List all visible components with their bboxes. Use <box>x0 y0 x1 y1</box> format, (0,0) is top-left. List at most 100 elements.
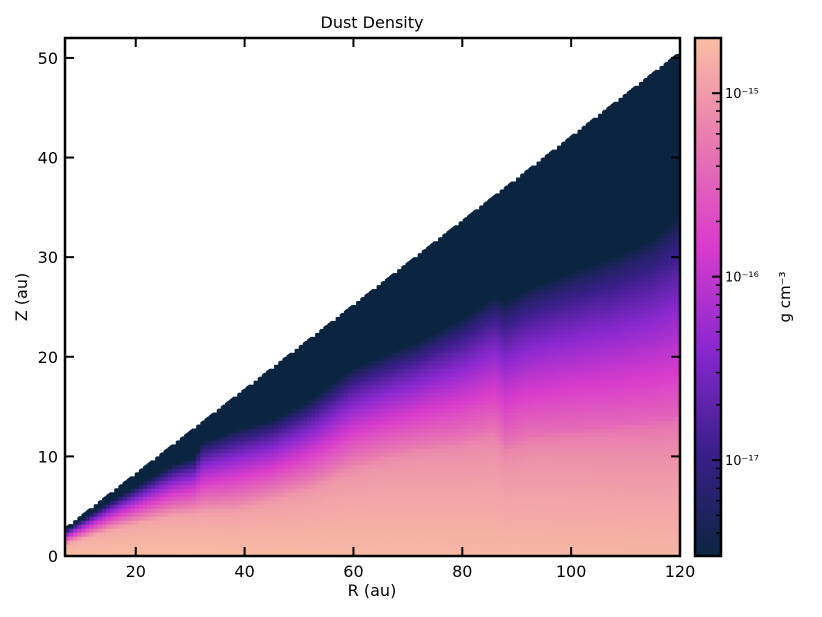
heatmap-cell <box>466 380 472 386</box>
heatmap-cell <box>294 472 300 477</box>
heatmap-cell <box>339 540 345 545</box>
heatmap-cell <box>405 448 410 453</box>
heatmap-cell <box>224 508 230 513</box>
heatmap-cell <box>409 548 415 553</box>
heatmap-cell <box>216 452 222 457</box>
heatmap-cell <box>380 304 386 310</box>
heatmap-cell <box>479 340 484 346</box>
heatmap-cell <box>142 496 148 501</box>
heatmap-cell <box>347 480 353 485</box>
heatmap-cell <box>442 293 447 298</box>
heatmap-cell <box>257 520 263 525</box>
heatmap-cell <box>409 308 415 314</box>
heatmap-cell <box>159 464 164 469</box>
heatmap-cell <box>393 436 398 442</box>
heatmap-cell <box>462 304 468 310</box>
heatmap-cell <box>397 440 402 446</box>
heatmap-cell <box>397 344 402 350</box>
heatmap-cell <box>376 328 382 334</box>
heatmap-cell <box>421 484 427 489</box>
heatmap-cell <box>167 516 173 521</box>
heatmap-cell <box>97 528 103 533</box>
heatmap-cell <box>77 548 82 553</box>
heatmap-cell <box>200 420 205 426</box>
heatmap-cell <box>290 472 296 477</box>
heatmap-cell <box>347 356 353 362</box>
heatmap-cell <box>352 544 357 549</box>
heatmap-cell <box>470 281 476 286</box>
heatmap-cell <box>388 392 394 398</box>
heatmap-cell <box>257 380 263 386</box>
heatmap-cell <box>483 472 488 477</box>
heatmap-cell <box>434 249 439 254</box>
heatmap-cell <box>356 552 361 556</box>
heatmap-cell <box>401 328 406 334</box>
heatmap-cell <box>368 540 374 545</box>
heatmap-cell <box>347 504 353 509</box>
heatmap-cell <box>315 444 320 450</box>
heatmap-cell <box>208 496 214 501</box>
heatmap-cell <box>212 484 218 489</box>
heatmap-cell <box>286 420 292 426</box>
heatmap-cell <box>224 428 230 434</box>
heatmap-cell <box>429 304 435 310</box>
heatmap-cell <box>192 480 197 485</box>
heatmap-cell <box>352 520 357 525</box>
heatmap-cell <box>405 384 410 390</box>
heatmap-cell <box>364 400 369 406</box>
heatmap-cell <box>323 356 328 362</box>
heatmap-cell <box>294 408 300 414</box>
heatmap-cell <box>475 217 480 222</box>
heatmap-cell <box>446 352 451 358</box>
heatmap-cell <box>208 516 214 521</box>
heatmap-cell <box>384 440 390 446</box>
heatmap-cell <box>483 544 488 549</box>
heatmap-cell <box>335 408 341 414</box>
heatmap-cell <box>425 265 431 270</box>
heatmap-cell <box>319 372 324 378</box>
heatmap-cell <box>393 324 398 330</box>
heatmap-cell <box>327 448 333 453</box>
heatmap-cell <box>245 460 251 465</box>
heatmap-cell <box>470 452 476 457</box>
heatmap-cell <box>450 452 456 457</box>
heatmap-cell <box>405 348 410 354</box>
heatmap-cell <box>347 528 353 533</box>
heatmap-cell <box>85 536 91 541</box>
heatmap-cell <box>405 304 410 310</box>
heatmap-cell <box>343 308 349 314</box>
heatmap-cell <box>265 400 271 406</box>
heatmap-cell <box>257 396 263 402</box>
heatmap-cell <box>163 528 169 533</box>
heatmap-cell <box>458 420 464 426</box>
heatmap-cell <box>417 444 423 450</box>
heatmap-cell <box>409 316 415 322</box>
heatmap-cell <box>249 508 255 513</box>
heatmap-cell <box>454 552 460 556</box>
heatmap-cell <box>458 492 464 497</box>
heatmap-cell <box>237 392 242 398</box>
heatmap-cell <box>306 416 312 422</box>
heatmap-cell <box>409 532 415 537</box>
heatmap-cell <box>368 528 374 533</box>
heatmap-cell <box>446 265 451 270</box>
heatmap-cell <box>429 420 435 426</box>
heatmap-cell <box>249 532 255 537</box>
heatmap-cell <box>343 372 349 378</box>
heatmap-cell <box>421 548 427 553</box>
heatmap-cell <box>347 400 353 406</box>
heatmap-cell <box>413 496 419 501</box>
heatmap-cell <box>376 300 382 306</box>
heatmap-cell <box>458 312 464 318</box>
heatmap-cell <box>421 496 427 501</box>
heatmap-cell <box>245 476 251 481</box>
heatmap-cell <box>393 552 398 556</box>
heatmap-cell <box>458 412 464 418</box>
heatmap-cell <box>421 324 427 330</box>
heatmap-cell <box>101 532 107 537</box>
heatmap-cell <box>434 484 439 489</box>
heatmap-cell <box>327 516 333 521</box>
heatmap-cell <box>425 420 431 426</box>
heatmap-cell <box>278 408 283 414</box>
heatmap-cell <box>85 528 91 533</box>
